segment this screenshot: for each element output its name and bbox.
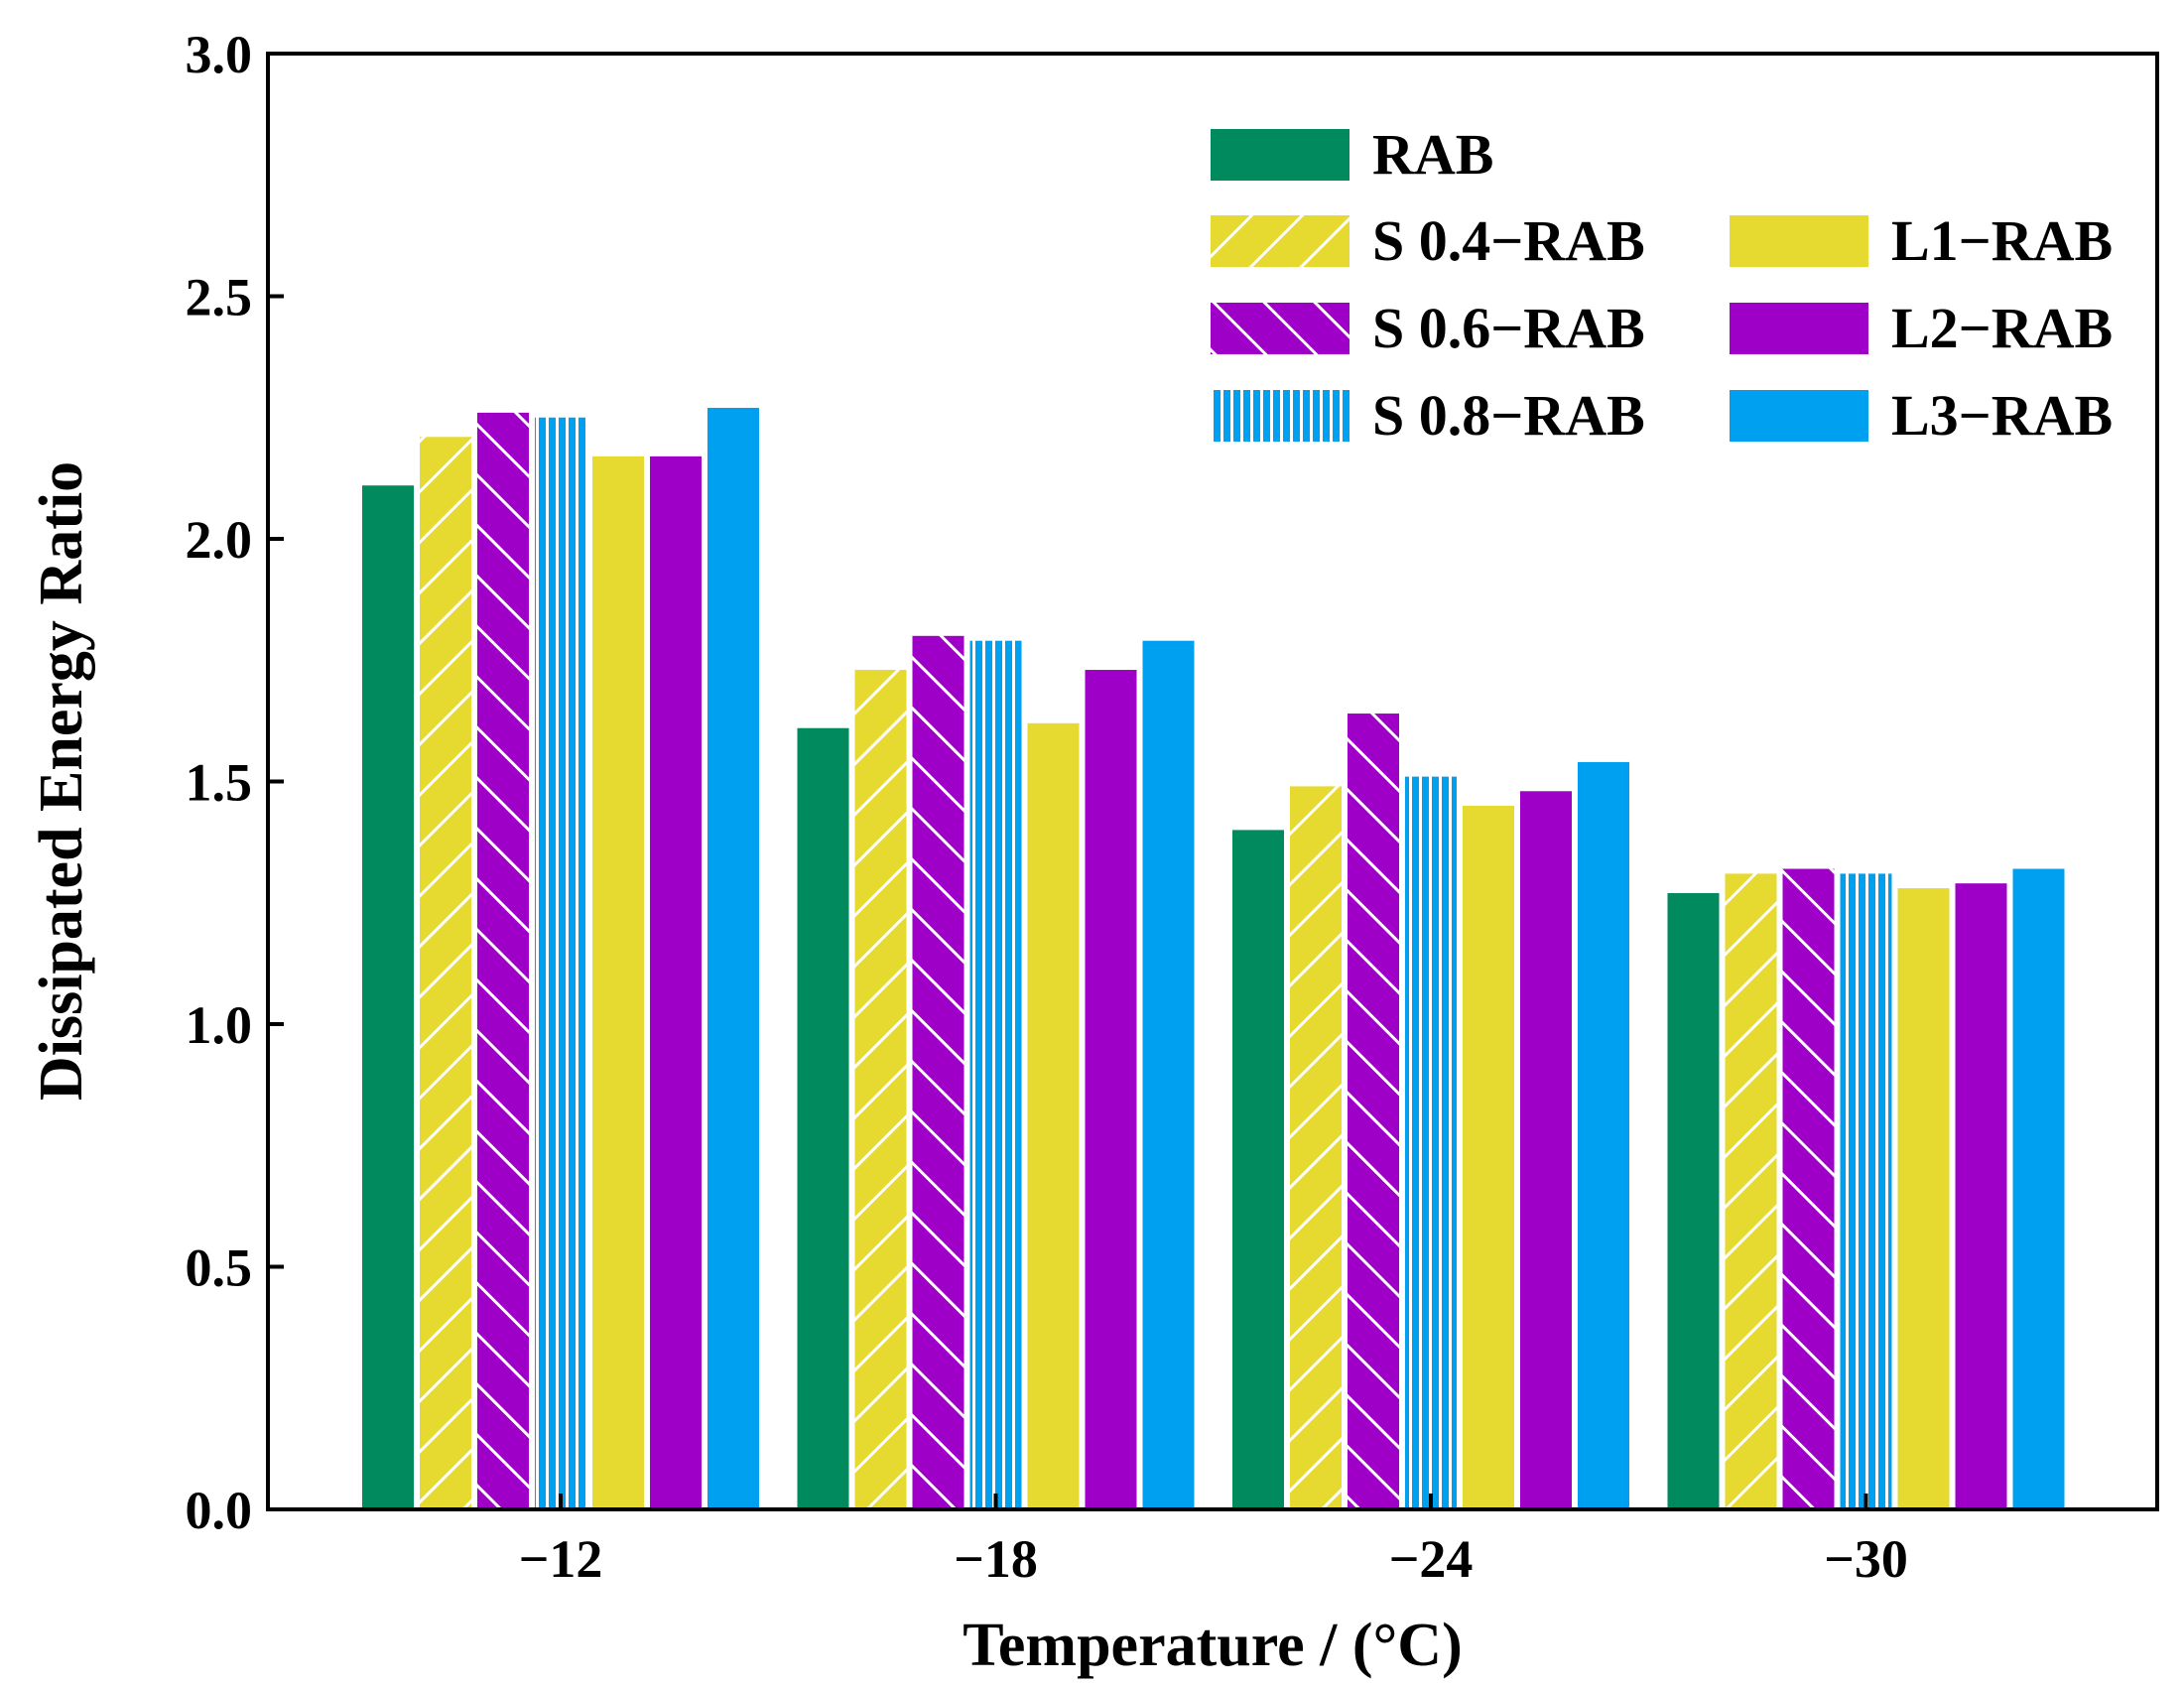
legend-swatch [1211, 215, 1349, 267]
bar-L3−RAB-−18 [1142, 640, 1195, 1509]
bar-L1−RAB-−12 [592, 455, 644, 1509]
bar-RAB-−18 [797, 727, 849, 1509]
x-tick-label: −24 [1389, 1529, 1474, 1589]
y-tick-label: 0.0 [186, 1481, 253, 1540]
bar-S 0.8−RAB-−12 [535, 417, 586, 1509]
bar-L2−RAB-−12 [650, 455, 702, 1509]
bar-L1−RAB-−18 [1027, 722, 1080, 1509]
y-tick-label: 1.0 [186, 995, 253, 1055]
bar-L2−RAB-−18 [1085, 670, 1137, 1509]
bar-S 0.4−RAB-−24 [1290, 786, 1342, 1509]
bar-S 0.6−RAB-−24 [1348, 714, 1399, 1509]
legend-swatch [1730, 215, 1868, 267]
legend-label: L1−RAB [1891, 208, 2113, 273]
x-tick-label: −18 [954, 1529, 1038, 1589]
legend-label: L2−RAB [1891, 296, 2113, 360]
bar-RAB-−12 [362, 485, 414, 1510]
bar-S 0.6−RAB-−12 [477, 412, 529, 1509]
y-tick-label: 2.0 [186, 510, 253, 570]
bar-L3−RAB-−30 [2012, 868, 2065, 1509]
legend: RAB S 0.4−RAB S 0.6−RAB S 0.8−RAB L1−RAB L2−R… [1211, 122, 2113, 448]
legend-swatch [1211, 129, 1349, 181]
y-axis: 0.0 0.5 1.0 1.5 2.0 2.5 3.0 [186, 25, 284, 1540]
y-tick-label: 1.5 [186, 753, 253, 813]
bar-S 0.8−RAB-−30 [1840, 873, 1892, 1509]
x-tick-label: −30 [1824, 1529, 1908, 1589]
legend-label: RAB [1372, 122, 1493, 187]
legend-label: S 0.6−RAB [1372, 296, 1645, 360]
y-tick-label: 0.5 [186, 1238, 253, 1298]
legend-swatch [1730, 390, 1868, 442]
bar-S 0.4−RAB-−12 [420, 437, 471, 1509]
x-axis: −12 −18 −24 −30 [519, 1494, 1908, 1589]
legend-swatch [1730, 303, 1868, 354]
bar-S 0.4−RAB-−30 [1725, 873, 1777, 1509]
legend-swatch [1211, 303, 1349, 354]
bar-RAB-−24 [1232, 830, 1284, 1509]
bar-S 0.6−RAB-−18 [912, 635, 964, 1509]
legend-label: L3−RAB [1891, 383, 2113, 448]
legend-label: S 0.8−RAB [1372, 383, 1645, 448]
bar-S 0.8−RAB-−24 [1405, 776, 1457, 1509]
bar-L3−RAB-−12 [707, 407, 759, 1510]
y-tick-label: 3.0 [186, 25, 253, 84]
bar-RAB-−30 [1667, 892, 1720, 1509]
y-axis-title: Dissipated Energy Ratio [28, 461, 95, 1101]
bars-layer [362, 407, 2065, 1510]
bar-L1−RAB-−30 [1897, 888, 1950, 1509]
bar-L2−RAB-−24 [1520, 791, 1572, 1509]
x-axis-title: Temperature / (°C) [963, 1612, 1462, 1679]
bar-L2−RAB-−30 [1955, 883, 2007, 1509]
bar-S 0.4−RAB-−18 [854, 670, 907, 1509]
y-tick-label: 2.5 [186, 268, 253, 327]
legend-label: S 0.4−RAB [1372, 208, 1645, 273]
bar-S 0.8−RAB-−18 [969, 640, 1022, 1509]
legend-swatch [1211, 390, 1349, 442]
bar-S 0.6−RAB-−30 [1782, 868, 1835, 1509]
bar-L3−RAB-−24 [1578, 761, 1629, 1509]
x-tick-label: −12 [519, 1529, 603, 1589]
bar-L1−RAB-−24 [1463, 805, 1514, 1509]
